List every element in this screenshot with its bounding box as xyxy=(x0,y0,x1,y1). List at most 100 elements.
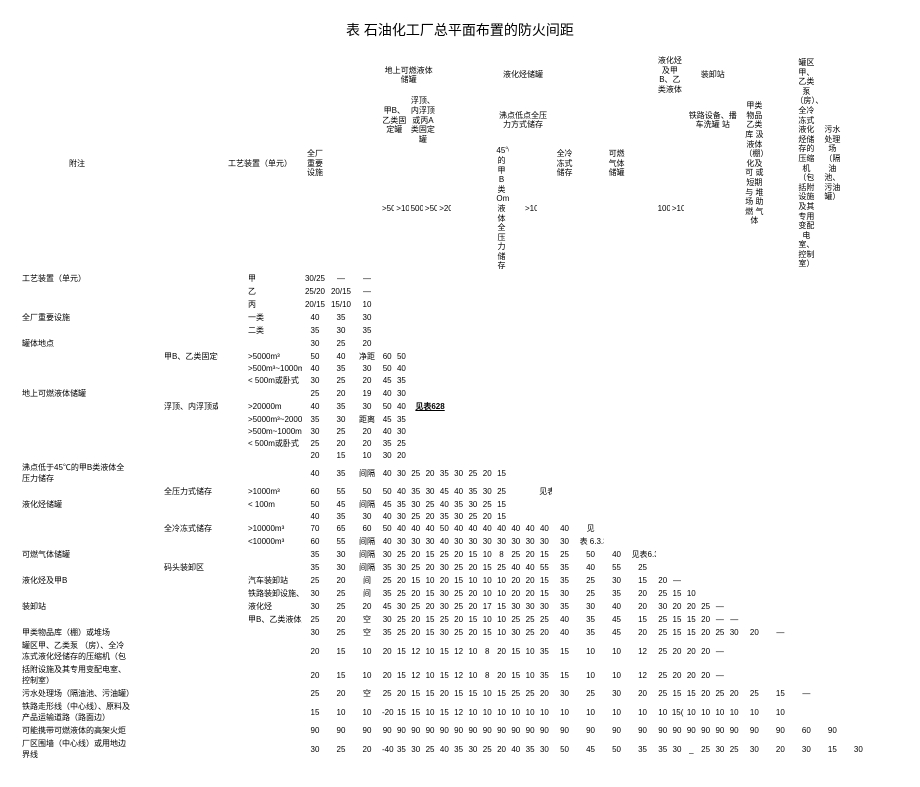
data-cell: 30 xyxy=(409,737,423,761)
data-cell xyxy=(451,426,465,437)
data-cell: 20 xyxy=(302,450,328,461)
data-cell: 90 xyxy=(713,724,727,737)
data-cell xyxy=(670,437,684,450)
data-cell: 15 xyxy=(494,461,508,485)
data-cell xyxy=(819,700,845,724)
data-cell: 20 xyxy=(630,687,656,700)
row-label xyxy=(20,437,134,450)
data-cell: 40 xyxy=(380,535,394,548)
data-cell xyxy=(537,400,551,413)
data-cell xyxy=(523,324,537,337)
data-cell xyxy=(451,374,465,387)
data-cell: 35 xyxy=(552,574,578,587)
data-cell: 20 xyxy=(480,511,494,522)
data-cell xyxy=(793,600,819,613)
data-cell: 90 xyxy=(537,724,551,737)
data-cell: 50 xyxy=(302,498,328,511)
data-cell xyxy=(793,387,819,400)
data-cell: 90 xyxy=(480,724,494,737)
data-cell xyxy=(552,350,578,363)
data-cell: 25 xyxy=(578,587,604,600)
data-cell: 10 xyxy=(578,700,604,724)
data-cell: 15 xyxy=(466,687,480,700)
data-cell xyxy=(684,574,698,587)
data-cell xyxy=(451,311,465,324)
data-cell xyxy=(480,272,494,285)
data-cell: 45 xyxy=(604,626,630,639)
data-cell: 90 xyxy=(630,724,656,737)
data-cell: 25 xyxy=(394,548,408,561)
data-cell: 20 xyxy=(684,663,698,687)
data-cell: 35 xyxy=(523,737,537,761)
data-cell: -20 xyxy=(380,700,394,724)
data-cell xyxy=(380,298,394,311)
data-cell: 距离 xyxy=(354,413,380,426)
data-cell xyxy=(437,350,451,363)
data-cell: 30 xyxy=(509,600,523,613)
page-title: 表 石油化工厂总平面布置的防火间距 xyxy=(20,20,900,40)
data-cell: 15 xyxy=(767,687,793,700)
data-cell xyxy=(537,311,551,324)
data-cell xyxy=(727,574,741,587)
data-cell xyxy=(509,400,523,413)
data-cell: -40 xyxy=(380,737,394,761)
data-cell xyxy=(713,498,727,511)
data-cell xyxy=(409,298,423,311)
data-cell xyxy=(845,626,871,639)
row-sublabel xyxy=(134,574,218,587)
data-cell xyxy=(494,350,508,363)
row-sublabel xyxy=(134,535,218,548)
data-cell xyxy=(767,413,793,426)
data-cell xyxy=(537,337,551,350)
data-cell: 10 xyxy=(354,639,380,663)
data-cell xyxy=(767,663,793,687)
data-cell xyxy=(741,350,767,363)
data-cell xyxy=(409,272,423,285)
data-cell xyxy=(713,522,727,535)
data-cell xyxy=(819,285,845,298)
data-cell: 30 xyxy=(302,426,328,437)
data-cell: 10 xyxy=(480,548,494,561)
data-cell xyxy=(767,600,793,613)
data-cell xyxy=(741,613,767,626)
data-cell xyxy=(727,639,741,663)
data-cell xyxy=(604,450,630,461)
data-cell xyxy=(698,400,712,413)
data-cell xyxy=(698,485,712,498)
data-cell xyxy=(670,450,684,461)
data-cell xyxy=(466,413,480,426)
data-cell: 10 xyxy=(423,700,437,724)
row-label: 装卸站 xyxy=(20,600,134,613)
data-cell xyxy=(480,400,494,413)
data-cell: 见表6.3.3 xyxy=(630,548,656,561)
data-cell: 30 xyxy=(302,626,328,639)
data-cell xyxy=(656,522,670,535)
data-cell xyxy=(845,639,871,663)
header-sub7: >1000m³ xyxy=(523,145,537,272)
data-cell xyxy=(630,450,656,461)
data-cell xyxy=(793,535,819,548)
data-cell: 40 xyxy=(552,522,578,535)
data-cell xyxy=(845,587,871,600)
data-cell xyxy=(698,413,712,426)
data-cell: 35 xyxy=(302,413,328,426)
data-cell xyxy=(845,324,871,337)
header-h11: 装卸站 xyxy=(684,55,741,95)
data-cell: 25 xyxy=(656,626,670,639)
data-cell xyxy=(698,363,712,374)
data-cell xyxy=(537,272,551,285)
data-cell: 40 xyxy=(604,600,630,613)
data-cell xyxy=(793,400,819,413)
data-cell xyxy=(552,285,578,298)
data-cell: 30 xyxy=(354,363,380,374)
data-cell: 空 xyxy=(354,687,380,700)
data-cell: 40 xyxy=(302,363,328,374)
data-cell xyxy=(509,285,523,298)
data-cell: 25 xyxy=(437,548,451,561)
data-cell: 12 xyxy=(630,639,656,663)
data-cell xyxy=(509,374,523,387)
data-cell: — xyxy=(767,626,793,639)
data-cell xyxy=(741,324,767,337)
data-cell xyxy=(409,387,423,400)
data-cell: 40 xyxy=(394,400,408,413)
